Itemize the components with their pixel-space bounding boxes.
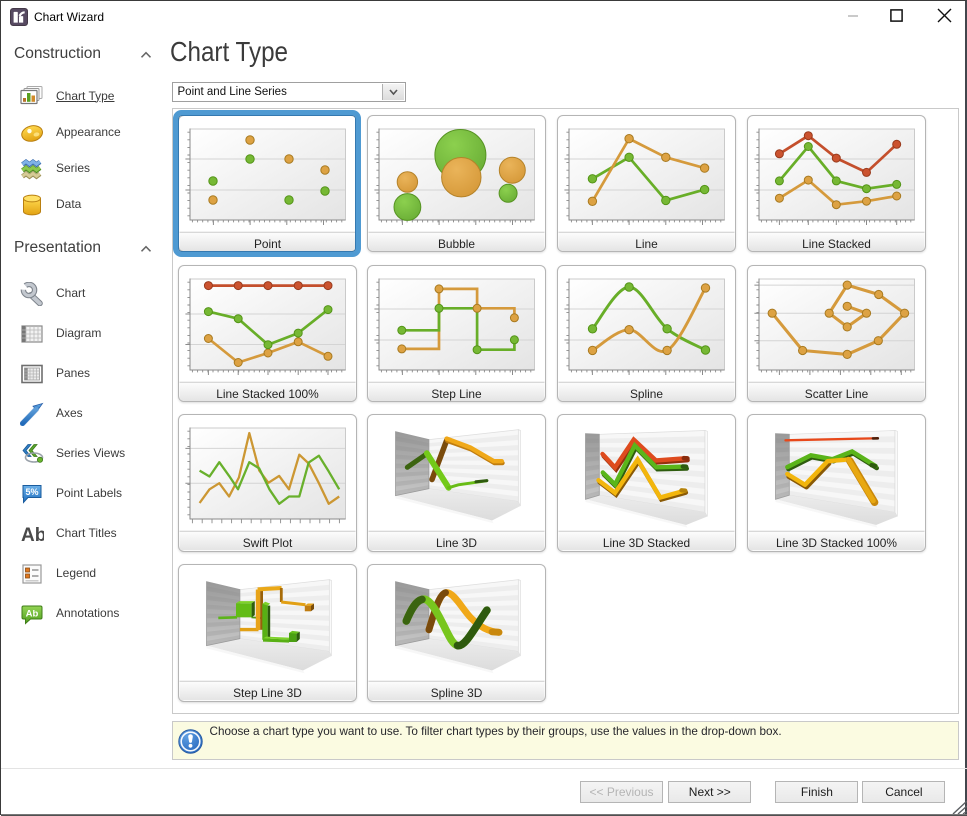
svg-text:Bubble: Bubble [438,237,475,251]
svg-text:5%: 5% [25,487,38,497]
svg-text:Line 3D: Line 3D [436,536,477,550]
svg-text:Spline 3D: Spline 3D [431,686,483,700]
svg-text:Step Line 3D: Step Line 3D [233,686,302,700]
svg-text:Scatter Line: Scatter Line [805,386,869,400]
svg-text:Line 3D Stacked 100%: Line 3D Stacked 100% [776,536,897,550]
svg-text:Line Stacked 100%: Line Stacked 100% [216,386,319,400]
svg-text:Swift Plot: Swift Plot [242,536,292,550]
svg-text:Line Stacked: Line Stacked [802,237,871,251]
svg-text:Line: Line [636,237,659,251]
svg-text:Ab: Ab [26,608,39,619]
svg-text:Ab: Ab [21,525,44,546]
svg-text:Point: Point [253,237,281,251]
svg-text:Step Line: Step Line [432,386,483,400]
svg-text:Spline: Spline [630,386,663,400]
svg-text:Line 3D Stacked: Line 3D Stacked [603,536,690,550]
